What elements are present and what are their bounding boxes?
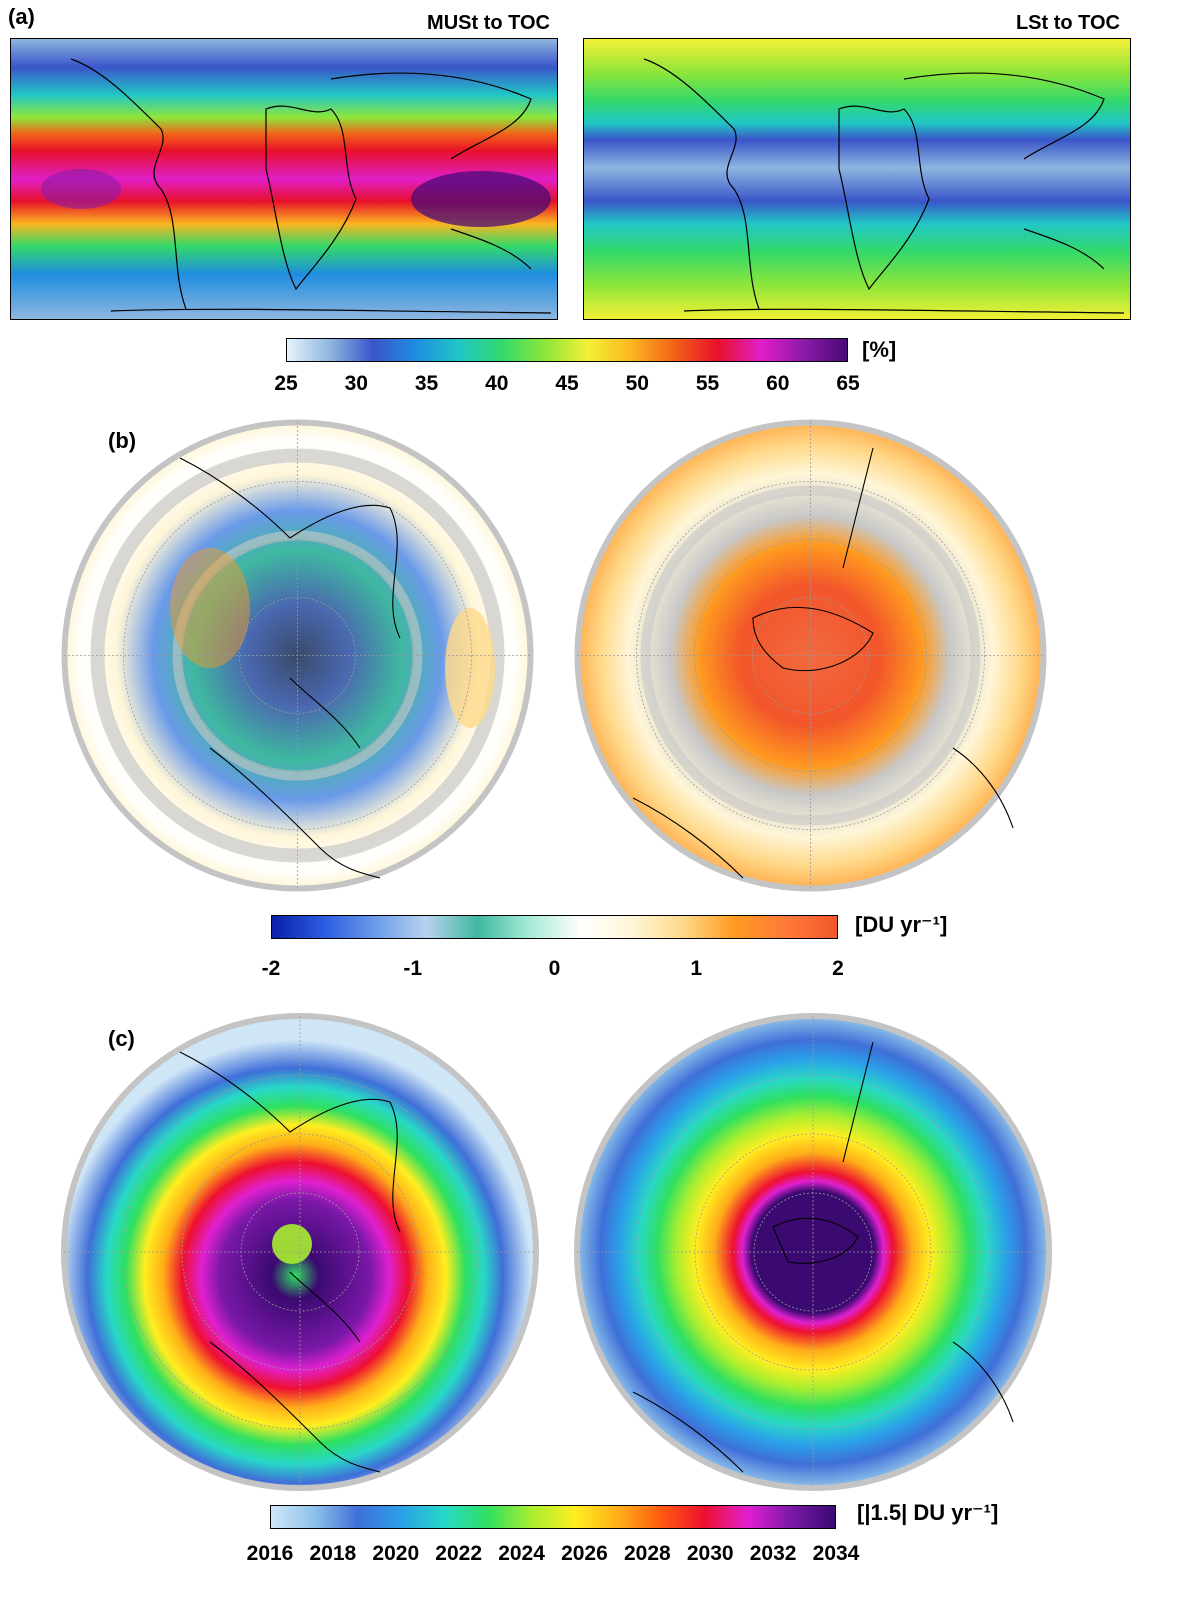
graticule — [577, 1016, 1049, 1488]
colorbar-tick-label: 40 — [485, 372, 509, 395]
colorbar-tick-label: 2016 — [246, 1542, 294, 1565]
colorbar-percent-unit: [%] — [862, 337, 897, 362]
colorbar-tick-label: 2028 — [623, 1542, 671, 1565]
colorbar-tick-label: 45 — [555, 372, 579, 395]
colorbar-percent — [286, 338, 848, 362]
colorbar-tick-label: 2018 — [309, 1542, 357, 1565]
colorbar-tick-label: 2022 — [435, 1542, 483, 1565]
colorbar-tick-label: 65 — [836, 372, 860, 395]
graticule — [64, 422, 531, 889]
lst-to-toc-field — [584, 39, 1130, 319]
panel-a-label: (a) — [8, 4, 35, 29]
coastline-outline — [643, 58, 1125, 314]
colorbar-tick-label: 30 — [344, 372, 368, 395]
colorbar-tick-label: 0 — [548, 957, 561, 980]
coastline-outline — [179, 1051, 401, 1473]
colorbar-tick-label: -2 — [261, 957, 281, 980]
recovery-north-polar-map — [61, 1013, 539, 1491]
colorbar-tick-label: 2024 — [498, 1542, 545, 1565]
colorbar-tick-label: 2032 — [749, 1542, 797, 1565]
colorbar-tick-label: 50 — [625, 372, 649, 395]
panel-b-label: (b) — [108, 428, 137, 453]
must-to-toc-title: MUSt to TOC — [427, 12, 550, 34]
panel-c-label: (c) — [108, 1026, 135, 1051]
colorbar-trend-unit: [DU yr⁻¹] — [855, 912, 948, 937]
colorbar-tick-label: 2 — [832, 957, 844, 980]
graticule — [577, 422, 1044, 889]
coastline-outline — [179, 457, 401, 879]
colorbar-recovery-year — [270, 1505, 836, 1529]
trend-north-polar-map — [61, 419, 534, 892]
colorbar-tick-label: 25 — [274, 372, 298, 395]
colorbar-tick-label: 2020 — [372, 1542, 420, 1565]
colorbar-trend — [271, 915, 838, 939]
colorbar-tick-label: 55 — [695, 372, 720, 395]
coastline-outline — [632, 1041, 1014, 1473]
lst-to-toc-title: LSt to TOC — [1015, 12, 1120, 34]
colorbar-tick-label: 2026 — [561, 1542, 608, 1565]
colorbar-tick-label: 35 — [414, 372, 439, 395]
lst-to-toc-map — [583, 38, 1131, 320]
must-to-toc-map — [10, 38, 558, 320]
colorbar-tick-label: -1 — [403, 957, 423, 980]
trend-south-polar-map — [574, 419, 1047, 892]
colorbar-tick-label: 60 — [766, 372, 790, 395]
colorbar-tick-label: 1 — [690, 957, 703, 980]
graticule — [64, 1016, 536, 1488]
coastline-outline — [70, 58, 552, 314]
colorbar-recovery-unit: [|1.5| DU yr⁻¹] — [857, 1500, 999, 1525]
must-to-toc-field — [11, 39, 557, 319]
colorbar-tick-label: 2034 — [812, 1542, 860, 1565]
coastline-outline — [632, 447, 1014, 879]
colorbar-tick-label: 2030 — [686, 1542, 734, 1565]
recovery-south-polar-map — [574, 1013, 1052, 1491]
